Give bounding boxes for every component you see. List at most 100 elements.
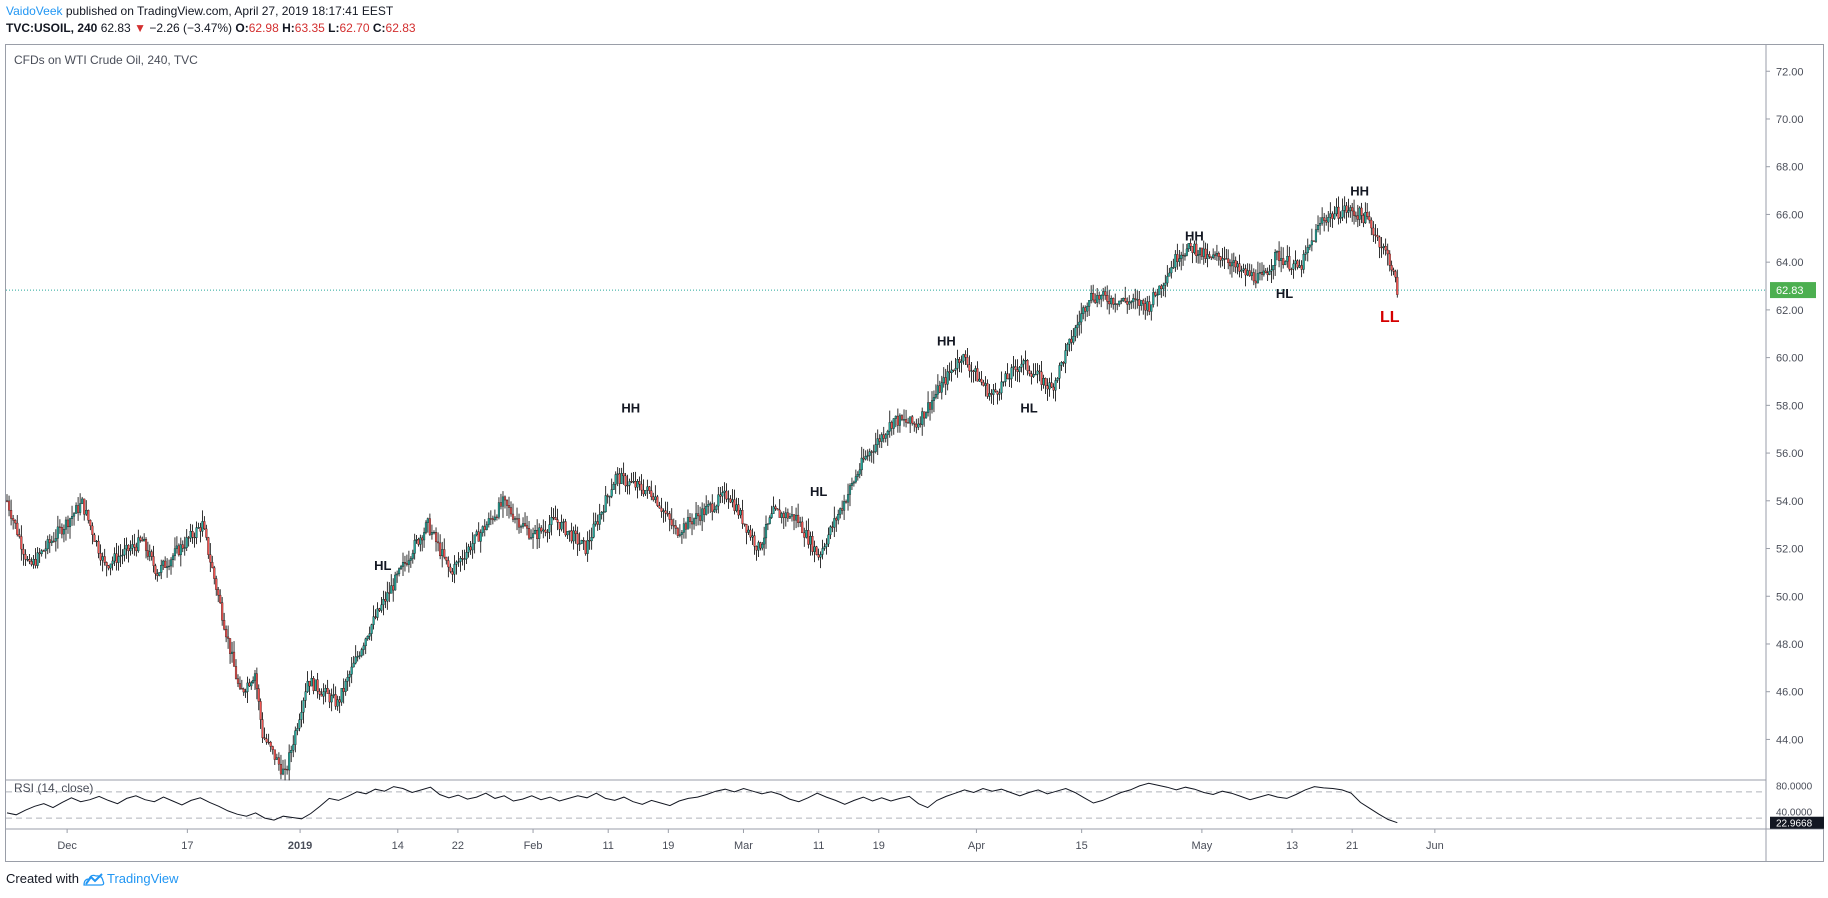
candle-body bbox=[1260, 272, 1264, 275]
candle-body bbox=[215, 578, 218, 590]
candle-body bbox=[715, 505, 718, 511]
author-link[interactable]: VaidoVeek bbox=[6, 4, 63, 18]
low-label: L: bbox=[328, 21, 340, 35]
candle-body bbox=[91, 525, 94, 536]
candle-body bbox=[388, 592, 391, 594]
candle-body bbox=[1210, 256, 1213, 259]
candle-body bbox=[1380, 247, 1383, 249]
candle-body bbox=[958, 358, 961, 363]
candle-body bbox=[888, 422, 891, 432]
candle-body bbox=[231, 651, 234, 654]
higher-high-label: HH bbox=[1185, 229, 1204, 244]
candle-body bbox=[133, 544, 136, 548]
candle-body bbox=[1290, 268, 1293, 271]
candle-body bbox=[932, 397, 936, 401]
candle-body bbox=[1070, 338, 1073, 343]
candle-body bbox=[467, 546, 470, 553]
candle-body bbox=[894, 415, 897, 419]
candle-body bbox=[1100, 295, 1103, 300]
candle-body bbox=[670, 519, 673, 526]
candle-body bbox=[38, 552, 41, 555]
candle-body bbox=[1325, 220, 1328, 223]
candle-body bbox=[1353, 210, 1356, 216]
candle-body bbox=[764, 524, 768, 539]
candle-body bbox=[372, 616, 375, 625]
candle-body bbox=[880, 434, 883, 442]
candle-body bbox=[558, 522, 561, 530]
candle-body bbox=[451, 571, 454, 575]
candle-body bbox=[1262, 270, 1265, 275]
candle-body bbox=[209, 554, 212, 563]
tradingview-logo[interactable]: TradingView bbox=[83, 871, 179, 886]
candle-body bbox=[1032, 374, 1035, 377]
candle-body bbox=[479, 532, 482, 542]
candle-body bbox=[232, 651, 236, 667]
candle-body bbox=[1114, 303, 1117, 305]
candle-body bbox=[556, 519, 559, 523]
x-tick-label: 21 bbox=[1346, 840, 1358, 852]
candle-body bbox=[1022, 360, 1025, 365]
candle-body bbox=[782, 513, 785, 519]
candle-body bbox=[1166, 276, 1169, 284]
candle-body bbox=[978, 378, 981, 382]
x-tick-label: Mar bbox=[734, 840, 753, 852]
candle-body bbox=[858, 469, 861, 475]
candle-body bbox=[1244, 268, 1247, 276]
candle-body bbox=[79, 503, 82, 513]
higher-high-label: HH bbox=[621, 401, 640, 416]
candle-body bbox=[974, 368, 977, 372]
candle-body bbox=[1354, 215, 1357, 217]
candle-body bbox=[1341, 210, 1344, 218]
candle-body bbox=[475, 531, 478, 536]
candle-body bbox=[399, 566, 403, 569]
candle-body bbox=[902, 419, 906, 421]
rsi-last-tag-label: 22.9668 bbox=[1776, 819, 1813, 830]
candle-body bbox=[1304, 252, 1307, 255]
candle-body bbox=[713, 509, 716, 512]
y-tick-label: 72.00 bbox=[1776, 66, 1804, 78]
candle-body bbox=[1056, 378, 1059, 381]
candle-body bbox=[632, 481, 635, 483]
candle-body bbox=[168, 565, 171, 567]
candle-body bbox=[328, 693, 331, 703]
higher-low-label: HL bbox=[1276, 286, 1293, 301]
x-tick-label: May bbox=[1191, 840, 1212, 852]
candle-body bbox=[972, 370, 975, 372]
candle-body bbox=[717, 494, 720, 507]
candle-body bbox=[1183, 255, 1187, 257]
candle-body bbox=[113, 553, 116, 562]
candle-body bbox=[109, 563, 112, 569]
candle-body bbox=[544, 529, 547, 533]
candle-body bbox=[774, 506, 777, 510]
candle-body bbox=[1124, 298, 1127, 302]
candle-body bbox=[584, 540, 587, 554]
candle-body bbox=[701, 508, 704, 521]
candle-body bbox=[263, 737, 266, 740]
candle-body bbox=[725, 490, 728, 500]
candle-body bbox=[1356, 215, 1359, 220]
candle-body bbox=[95, 540, 98, 543]
candle-body bbox=[936, 385, 939, 395]
candle-body bbox=[699, 515, 702, 521]
candle-body bbox=[334, 694, 337, 707]
candle-body bbox=[491, 518, 494, 521]
x-tick-label: 15 bbox=[1076, 840, 1088, 852]
candle-body bbox=[534, 530, 537, 534]
candle-body bbox=[175, 545, 178, 549]
candle-body bbox=[1000, 381, 1003, 394]
candle-body bbox=[1240, 269, 1243, 272]
candle-body bbox=[757, 542, 760, 551]
candle-body bbox=[46, 539, 49, 550]
candle-body bbox=[16, 522, 19, 535]
candle-body bbox=[141, 540, 144, 542]
candle-body bbox=[620, 473, 623, 484]
candle-body bbox=[786, 512, 789, 519]
candle-body bbox=[197, 527, 200, 529]
candle-body bbox=[788, 516, 791, 519]
candle-body bbox=[841, 508, 844, 511]
candle-body bbox=[477, 531, 480, 542]
candle-body bbox=[1280, 258, 1283, 261]
candle-body bbox=[1132, 298, 1135, 302]
candle-body bbox=[253, 673, 257, 681]
